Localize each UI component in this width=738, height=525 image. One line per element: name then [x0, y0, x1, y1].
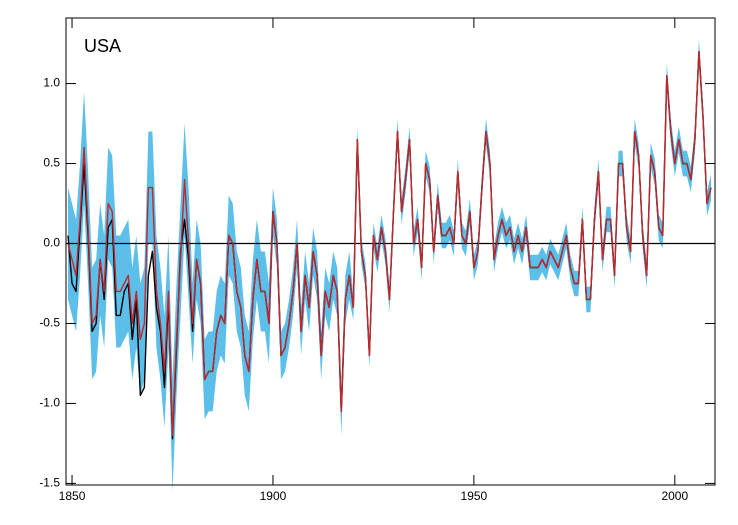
- y-tick-label: 0.0: [43, 236, 60, 250]
- y-tick-label: -0.5: [39, 316, 60, 330]
- x-tick-label: 1900: [260, 489, 287, 503]
- x-tick-label: 1850: [59, 489, 86, 503]
- series-line: [67, 50, 712, 437]
- y-tick-label: 0.5: [43, 156, 60, 170]
- x-tick-label: 2000: [661, 489, 688, 503]
- x-tick-label: 1950: [461, 489, 488, 503]
- y-tick-label: 1.0: [43, 76, 60, 90]
- series-line: [67, 50, 712, 440]
- chart-label: USA: [84, 36, 121, 56]
- y-tick-label: -1.5: [39, 476, 60, 490]
- plot-frame: [65, 17, 716, 486]
- y-tick-label: -1.0: [39, 396, 60, 410]
